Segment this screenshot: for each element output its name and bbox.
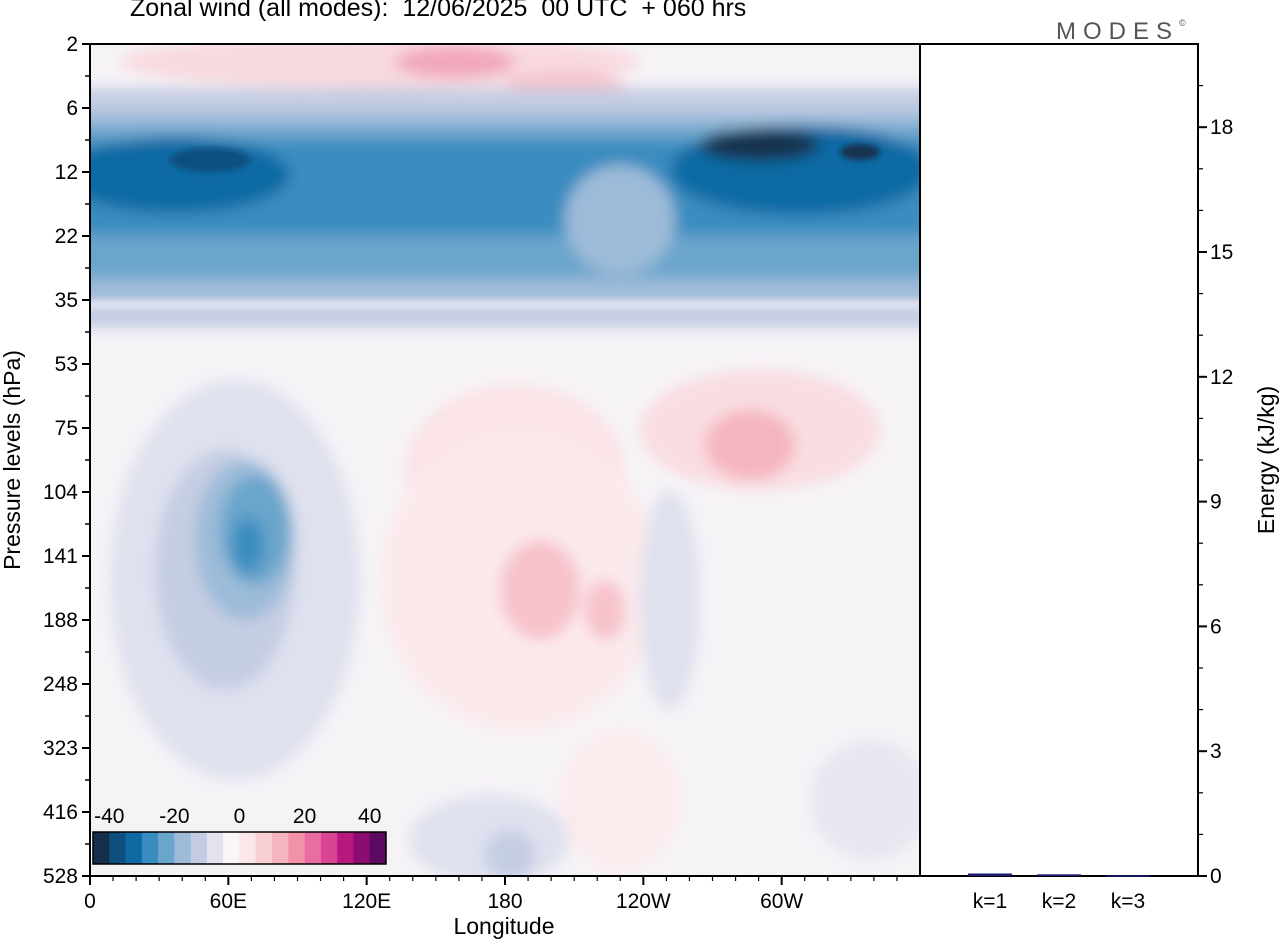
x-tick-label: 0 — [84, 890, 96, 913]
colorbar-swatch — [190, 832, 208, 864]
colorbar-swatch — [369, 832, 387, 864]
energy-tick-label: 0 — [1210, 865, 1222, 888]
energy-tick-label: 18 — [1210, 116, 1233, 139]
y-tick-label: 141 — [43, 545, 78, 568]
field-neg-lower-4 — [810, 740, 920, 860]
field-pos-lower-5 — [560, 730, 680, 870]
y-tick-label: 188 — [43, 609, 78, 632]
energy-bar — [1037, 874, 1081, 876]
energy-tick-label: 3 — [1210, 740, 1222, 763]
colorbar-tick-label: 0 — [234, 805, 246, 828]
field-jet-gap — [565, 165, 675, 275]
x-tick-label: 60W — [760, 890, 803, 913]
colorbar-tick-label: 20 — [293, 805, 316, 828]
colorbar-swatch — [158, 832, 175, 864]
colorbar-tick-label: -40 — [94, 805, 124, 828]
field-upper-positive-core — [395, 46, 515, 78]
colorbar-swatch — [337, 832, 354, 864]
field-jet-detail-2 — [170, 148, 250, 172]
y-tick-label: 323 — [43, 737, 78, 760]
y-tick-label: 416 — [43, 801, 78, 824]
y-tick-label: 528 — [43, 865, 78, 888]
colorbar: -40 -20 0 20 40 — [92, 805, 387, 865]
wind-field — [90, 44, 920, 876]
colorbar-tick-label: 40 — [358, 805, 381, 828]
y-tick-label: 53 — [55, 353, 78, 376]
field-jet-detail-1 — [840, 144, 880, 160]
colorbar-swatch — [109, 832, 127, 864]
colorbar-swatch — [206, 832, 224, 864]
y-tick-label: 2 — [66, 33, 78, 56]
energy-tick-label: 15 — [1210, 241, 1233, 264]
y-tick-label: 248 — [43, 673, 78, 696]
y-tick-label: 35 — [55, 289, 78, 312]
colorbar-frame — [92, 831, 387, 865]
y-tick-label: 104 — [43, 481, 78, 504]
y-tick-label: 6 — [66, 97, 78, 120]
x-tick-label: 60E — [210, 890, 247, 913]
energy-category-label: k=2 — [1042, 890, 1076, 913]
modes-logo: MODES© — [1056, 18, 1186, 45]
colorbar-swatch — [353, 832, 371, 864]
field-lower-positive-core — [500, 540, 580, 640]
colorbar-tick-label: -20 — [159, 805, 189, 828]
colorbar-swatch — [223, 832, 240, 864]
y-tick-label: 75 — [55, 417, 78, 440]
energy-panel-frame — [919, 43, 1199, 877]
field-lower-positive-core-2 — [585, 580, 625, 640]
energy-bar — [1106, 875, 1150, 877]
field-upper-positive — [120, 44, 640, 88]
colorbar-swatch — [272, 832, 289, 864]
field-neg-blob-max — [232, 517, 264, 573]
x-tick-label: 120W — [616, 890, 671, 913]
x-tick-label: 180 — [487, 890, 522, 913]
colorbar-swatch — [174, 832, 192, 864]
energy-axis-label: Energy (kJ/kg) — [1253, 386, 1279, 534]
colorbar-swatch — [288, 832, 306, 864]
y-tick-label: 22 — [55, 225, 78, 248]
x-tick-label: 120E — [342, 890, 391, 913]
y-tick-label: 12 — [55, 161, 78, 184]
y-axis-label: Pressure levels (hPa) — [0, 350, 25, 570]
colorbar-swatch — [141, 832, 159, 864]
energy-tick-label: 9 — [1210, 491, 1222, 514]
field-lower-positive-east-core — [705, 410, 795, 480]
field-thin-band — [90, 300, 920, 310]
field-jet-max — [700, 129, 820, 161]
field-jet-core-west — [90, 137, 290, 213]
colorbar-swatch — [255, 832, 273, 864]
energy-category-label: k=1 — [973, 890, 1007, 913]
energy-tick-label: 12 — [1210, 366, 1233, 389]
energy-tick-label: 6 — [1210, 615, 1222, 638]
colorbar-swatch — [320, 832, 338, 864]
field-neg-lower-3 — [485, 830, 535, 876]
colorbar-swatch — [239, 832, 257, 864]
x-axis-label: Longitude — [453, 913, 554, 939]
energy-bar — [968, 873, 1012, 876]
chart-title: Zonal wind (all modes): 12/06/2025 00 UT… — [130, 0, 747, 22]
colorbar-swatch — [93, 832, 110, 864]
colorbar-swatch — [125, 832, 143, 864]
energy-category-label: k=3 — [1111, 890, 1145, 913]
colorbar-swatch — [304, 832, 322, 864]
field-neg-lower-1 — [640, 490, 700, 710]
